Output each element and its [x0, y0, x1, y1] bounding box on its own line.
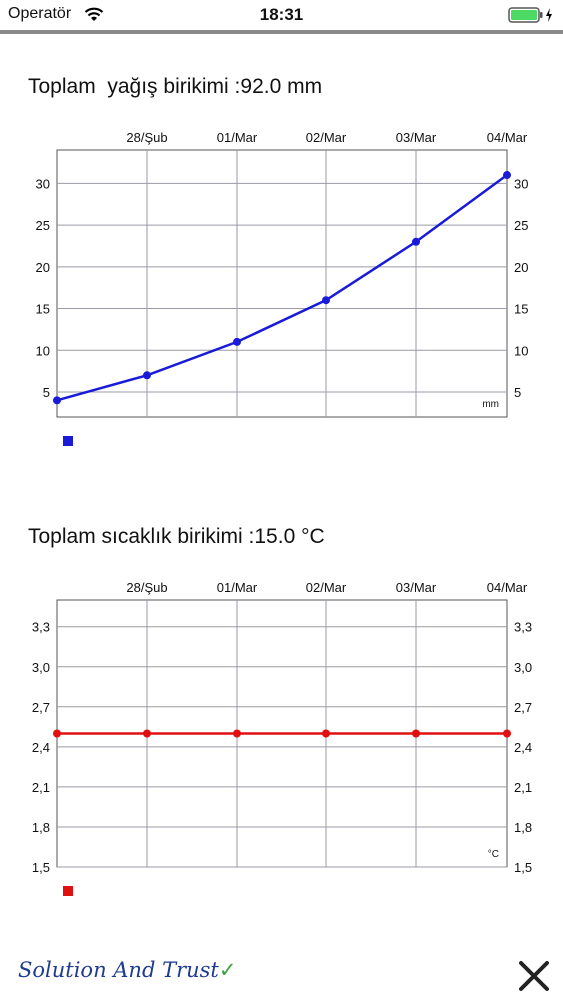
date-tick-label: 04/Mar [487, 130, 528, 145]
date-tick-label: 01/Mar [217, 130, 258, 145]
date-tick-label: 03/Mar [396, 130, 437, 145]
y-tick-label-left: 25 [36, 218, 50, 233]
legend-swatch [63, 886, 73, 896]
y-tick-label-left: 10 [36, 343, 50, 358]
date-tick-label: 04/Mar [487, 580, 528, 595]
data-point [233, 337, 241, 346]
date-tick-label: 01/Mar [217, 580, 258, 595]
y-tick-label-right: 30 [514, 176, 528, 191]
carrier-label: Operatör [8, 5, 72, 22]
y-tick-label-right: 2,7 [514, 700, 532, 715]
y-tick-label-right: 3,3 [514, 620, 532, 635]
unit-label: mm [482, 399, 499, 410]
temperature-chart: 28/Şub 01/Mar 02/Mar 03/Mar 04/Mar 1,5 1,5 1,8 1… [0, 570, 563, 910]
data-point [53, 396, 61, 405]
close-icon[interactable] [516, 958, 552, 994]
data-point [412, 237, 420, 246]
wifi-icon [84, 7, 104, 21]
date-tick-label: 02/Mar [306, 130, 347, 145]
y-tick-label-right: 1,8 [514, 820, 532, 835]
y-tick-label-left: 1,5 [32, 860, 50, 875]
date-tick-label: 02/Mar [306, 580, 347, 595]
data-point [503, 729, 511, 738]
y-tick-label-left: 2,7 [32, 700, 50, 715]
y-tick-label-left: 15 [36, 302, 50, 317]
y-tick-label-right: 3,0 [514, 660, 532, 675]
y-tick-label-right: 2,1 [514, 780, 532, 795]
unit-label: °C [488, 849, 499, 860]
y-tick-label-right: 5 [514, 385, 521, 400]
rain-chart-title: Toplam yağış birikimi :92.0 mm [28, 75, 323, 98]
bottom-bar: Solution And Trust✓ [0, 950, 563, 1000]
y-tick-label-left: 2,1 [32, 780, 50, 795]
data-point [143, 729, 151, 738]
y-tick-label-left: 1,8 [32, 820, 50, 835]
battery-icon [508, 7, 552, 23]
status-bar: Operatör 18:31 [0, 0, 563, 34]
y-tick-label-right: 1,5 [514, 860, 532, 875]
rain-chart-plot: 28/Şub 01/Mar 02/Mar 03/Mar 04/Mar 5 5 10 10 15 15… [36, 130, 528, 446]
date-tick-label: 28/Şub [126, 580, 167, 595]
y-tick-label-left: 5 [43, 385, 50, 400]
y-tick-label-right: 25 [514, 218, 528, 233]
y-tick-label-right: 10 [514, 343, 528, 358]
data-point [412, 729, 420, 738]
legend-swatch [63, 436, 73, 446]
data-point [503, 171, 511, 180]
data-point [322, 296, 330, 305]
data-point [233, 729, 241, 738]
rain-chart: 28/Şub 01/Mar 02/Mar 03/Mar 04/Mar 5 5 10 10 15 15… [0, 120, 563, 460]
date-tick-label: 03/Mar [396, 580, 437, 595]
data-point [53, 729, 61, 738]
plot-frame [56, 149, 508, 418]
y-tick-label-left: 30 [36, 176, 50, 191]
y-tick-label-left: 2,4 [32, 740, 50, 755]
data-point [322, 729, 330, 738]
y-tick-label-right: 20 [514, 260, 528, 275]
series-line [56, 174, 508, 402]
y-tick-label-left: 20 [36, 260, 50, 275]
y-tick-label-right: 15 [514, 302, 528, 317]
y-tick-label-right: 2,4 [514, 740, 532, 755]
y-tick-label-left: 3,3 [32, 620, 50, 635]
y-tick-label-left: 3,0 [32, 660, 50, 675]
temperature-chart-plot: 28/Şub 01/Mar 02/Mar 03/Mar 04/Mar 1,5 1,5 1,8 1… [32, 580, 532, 896]
data-point [143, 371, 151, 380]
solution-and-trust-logo: Solution And Trust✓ [18, 958, 237, 982]
temperature-chart-title: Toplam sıcaklık birikimi :15.0 °C [28, 525, 325, 548]
clock: 18:31 [259, 5, 304, 24]
date-tick-label: 28/Şub [126, 130, 167, 145]
